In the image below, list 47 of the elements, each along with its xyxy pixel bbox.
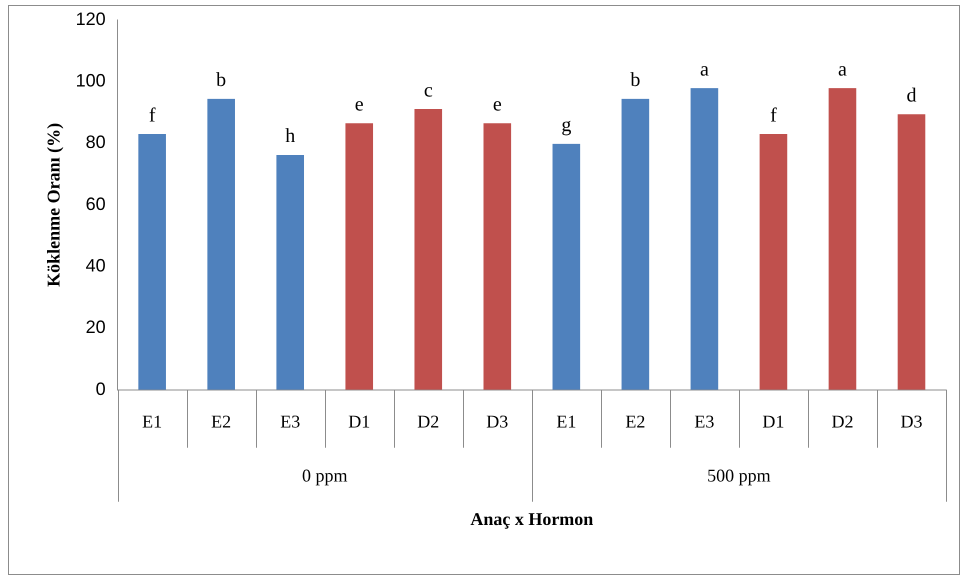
bar — [483, 123, 512, 390]
x-tick-label: E1 — [556, 411, 576, 432]
data-label: b — [630, 69, 640, 92]
y-tick-label: 100 — [76, 70, 106, 91]
x-tick-label: E2 — [625, 411, 646, 432]
bar — [345, 123, 374, 390]
bar — [828, 88, 856, 390]
bar — [622, 98, 650, 390]
data-label: a — [838, 58, 848, 80]
bar — [276, 154, 304, 390]
text: 0 ppm — [302, 466, 348, 486]
y-tick-label: 80 — [86, 132, 106, 152]
x-tick-label: D2 — [417, 411, 440, 432]
x-tick-label: D3 — [486, 411, 508, 432]
x-tick-label: E3 — [280, 411, 300, 432]
data-label: c — [424, 79, 433, 102]
y-tick-label: 60 — [86, 194, 106, 214]
y-tick-label: 120 — [76, 8, 106, 29]
bar — [414, 109, 442, 390]
x-axis-title: Anaç x Hormon — [470, 508, 594, 529]
x-tick-label: D1 — [762, 411, 784, 432]
bar — [760, 134, 788, 390]
y-tick-label: 0 — [96, 378, 106, 399]
x-tick-label: E2 — [211, 411, 232, 432]
data-label: a — [700, 58, 709, 80]
data-label: d — [906, 84, 916, 107]
bar — [898, 114, 926, 390]
x-tick-label: D2 — [831, 411, 854, 432]
data-label: b — [216, 69, 226, 92]
x-tick-label: E3 — [694, 411, 714, 432]
bar — [207, 98, 235, 390]
data-label: f — [770, 104, 778, 126]
data-label: h — [285, 125, 296, 148]
data-label: e — [354, 93, 364, 116]
data-label: e — [492, 93, 502, 116]
bar — [690, 88, 718, 390]
y-axis-title: Köklenme Oranı (%) — [43, 122, 64, 287]
y-tick-label: 40 — [86, 256, 106, 276]
data-label: g — [561, 114, 572, 136]
x-tick-label: E1 — [142, 411, 162, 432]
y-tick-label: 20 — [86, 317, 106, 338]
x-tick-label: D3 — [900, 411, 922, 432]
x-tick-label: D1 — [348, 411, 370, 432]
text: 500 ppm — [707, 466, 771, 486]
data-label: f — [148, 104, 156, 126]
bar — [552, 144, 580, 390]
bar — [138, 134, 166, 390]
